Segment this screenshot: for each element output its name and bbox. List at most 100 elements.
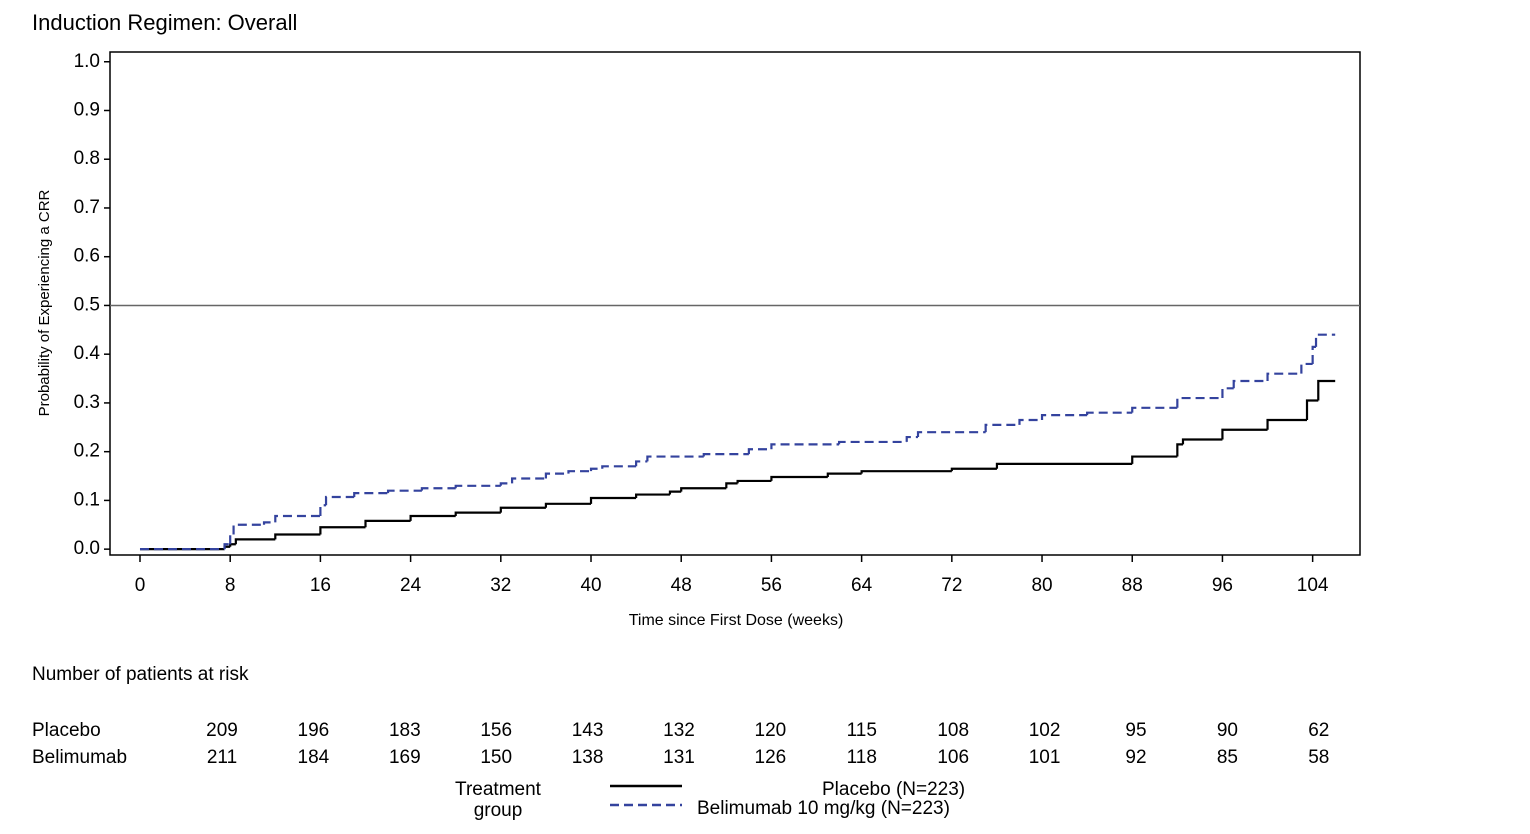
step-segment xyxy=(837,440,907,445)
risk-value: 58 xyxy=(1308,747,1329,768)
risk-value: 183 xyxy=(389,720,421,741)
step-segment xyxy=(1181,438,1223,445)
risk-value: 143 xyxy=(572,720,604,741)
y-tick-label: 0.0 xyxy=(74,538,100,559)
step-segment xyxy=(510,477,546,484)
legend-label: Placebo (N=223) xyxy=(822,779,965,800)
step-segment xyxy=(274,514,321,523)
chart-title: Induction Regimen: Overall xyxy=(32,10,297,35)
step-segment xyxy=(1314,333,1336,347)
step-segment xyxy=(386,489,422,494)
y-tick-label: 0.3 xyxy=(74,392,100,413)
step-segment xyxy=(567,470,592,474)
step-segment xyxy=(747,448,772,455)
step-segment xyxy=(1221,428,1268,440)
risk-row-label: Placebo xyxy=(32,720,101,741)
risk-value: 196 xyxy=(298,720,330,741)
risk-value: 115 xyxy=(847,720,877,741)
step-segment xyxy=(1311,345,1317,364)
step-segment xyxy=(499,482,513,486)
legend-title: Treatment group xyxy=(455,779,541,821)
y-tick-label: 0.7 xyxy=(74,197,100,218)
risk-value: 131 xyxy=(663,747,695,768)
step-segment xyxy=(234,538,276,545)
step-segment xyxy=(668,490,682,495)
risk-value: 126 xyxy=(755,747,787,768)
y-axis-label: Probability of Experiencing a CRR xyxy=(36,189,53,416)
risk-value: 106 xyxy=(937,747,969,768)
step-segment xyxy=(702,453,749,457)
step-segment xyxy=(229,533,234,545)
step-segment xyxy=(319,526,366,535)
x-tick-label: 48 xyxy=(671,575,692,596)
x-axis-label: Time since First Dose (weeks) xyxy=(629,612,844,629)
y-tick-label: 0.1 xyxy=(74,489,100,510)
x-tick-label: 24 xyxy=(400,575,422,596)
step-segment xyxy=(646,455,704,462)
risk-table-title: Number of patients at risk xyxy=(32,664,249,685)
y-tick-label: 0.9 xyxy=(74,100,100,121)
step-segment xyxy=(589,467,603,472)
step-segment xyxy=(1317,379,1336,401)
step-segment xyxy=(262,521,276,525)
step-segment xyxy=(353,492,389,497)
step-segment xyxy=(770,443,840,450)
step-segment xyxy=(544,472,569,479)
risk-value: 184 xyxy=(298,747,330,768)
step-segment xyxy=(635,493,670,498)
step-segment xyxy=(1040,414,1088,420)
risk-value: 101 xyxy=(1029,747,1061,768)
step-segment xyxy=(1300,362,1313,374)
y-tick-label: 0.8 xyxy=(74,148,100,169)
x-tick-label: 64 xyxy=(851,575,873,596)
x-tick-label: 40 xyxy=(580,575,601,596)
step-segment xyxy=(860,470,952,474)
step-segment xyxy=(916,431,986,438)
x-tick-label: 104 xyxy=(1297,575,1329,596)
risk-value: 132 xyxy=(663,720,695,741)
risk-value: 95 xyxy=(1125,720,1146,741)
step-segment xyxy=(499,506,546,513)
y-tick-label: 0.6 xyxy=(74,246,100,267)
step-segment xyxy=(995,462,1133,469)
risk-value: 156 xyxy=(480,720,512,741)
x-tick-label: 16 xyxy=(310,575,331,596)
step-segment xyxy=(1232,379,1268,389)
step-segment xyxy=(1176,396,1223,408)
step-segment xyxy=(736,479,772,484)
legend-label: Belimumab 10 mg/kg (N=223) xyxy=(697,798,950,819)
step-segment xyxy=(1176,443,1183,457)
risk-value: 209 xyxy=(206,720,238,741)
step-segment xyxy=(1266,372,1302,381)
risk-value: 108 xyxy=(937,720,969,741)
step-segment xyxy=(1131,455,1178,464)
step-segment xyxy=(1305,399,1319,420)
x-tick-label: 72 xyxy=(941,575,962,596)
y-tick-label: 0.5 xyxy=(74,294,100,315)
risk-row-label: Belimumab xyxy=(32,747,127,768)
step-segment xyxy=(635,460,648,467)
x-tick-label: 32 xyxy=(490,575,511,596)
step-segment xyxy=(905,435,919,442)
y-tick-label: 0.4 xyxy=(74,343,101,364)
step-segment xyxy=(364,519,411,528)
step-segment xyxy=(319,504,327,517)
risk-value: 211 xyxy=(207,747,237,768)
risk-value: 90 xyxy=(1217,720,1238,741)
step-segment xyxy=(454,484,501,489)
step-segment xyxy=(589,496,637,504)
risk-value: 102 xyxy=(1029,720,1061,741)
step-segment xyxy=(229,543,236,547)
step-segment xyxy=(1018,418,1043,425)
step-segment xyxy=(1086,411,1133,416)
risk-value: 150 xyxy=(480,747,512,768)
step-segment xyxy=(680,487,727,492)
y-tick-label: 1.0 xyxy=(74,51,100,72)
step-segment xyxy=(725,482,738,489)
x-tick-label: 56 xyxy=(761,575,782,596)
step-segment xyxy=(950,467,997,472)
risk-value: 138 xyxy=(572,747,604,768)
risk-value: 92 xyxy=(1125,747,1146,768)
step-segment xyxy=(454,511,501,517)
